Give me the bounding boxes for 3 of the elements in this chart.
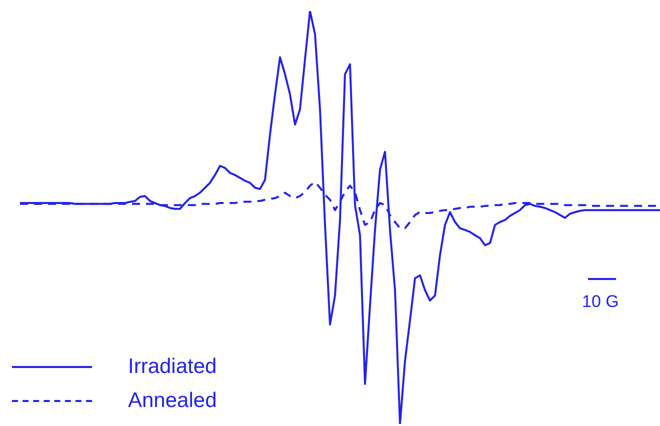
legend-label: Annealed: [128, 389, 217, 413]
annotation: 10 G: [582, 292, 619, 312]
legend-label: Irradiated: [128, 355, 217, 379]
